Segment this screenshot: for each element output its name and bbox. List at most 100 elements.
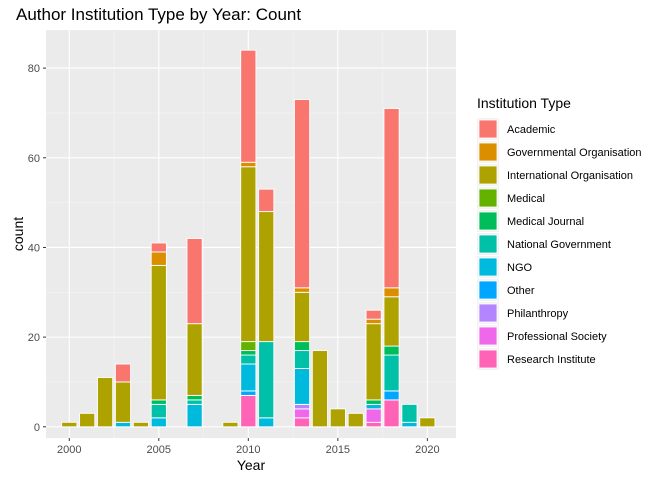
bar-segment-ngo xyxy=(401,421,418,428)
bar-segment-academic xyxy=(383,108,400,289)
bar-segment-national-government xyxy=(186,399,203,405)
x-axis-title: Year xyxy=(237,457,266,473)
bar-segment-ngo xyxy=(114,421,132,428)
bar-stack-2005 xyxy=(150,242,167,428)
legend-label: Research Institute xyxy=(507,354,596,366)
legend-swatch xyxy=(478,349,498,369)
bar-stack-2001 xyxy=(79,412,96,428)
bar-segment-national-government xyxy=(150,403,167,419)
bar-segment-professional-society xyxy=(293,408,311,419)
bar-segment-national-government xyxy=(383,354,400,392)
legend-swatch xyxy=(478,234,498,254)
bar-segment-medical-journal xyxy=(150,399,167,405)
bar-stack-2017 xyxy=(365,309,382,428)
legend-label: Academic xyxy=(507,124,556,136)
bar-segment-international-organisation xyxy=(132,421,149,428)
legend-label: Governmental Organisation xyxy=(507,147,642,159)
bar-stack-2014 xyxy=(311,350,328,428)
bar-segment-international-organisation xyxy=(347,412,364,428)
legend-label: National Government xyxy=(507,239,611,251)
legend-swatch xyxy=(478,119,498,139)
y-tick-label: 40 xyxy=(28,242,40,254)
bar-stack-2013 xyxy=(293,99,311,428)
legend-item-medical: Medical xyxy=(477,187,545,209)
bar-segment-national-government xyxy=(401,403,418,423)
bar-segment-academic xyxy=(365,309,382,320)
legend-swatch xyxy=(478,142,498,162)
bar-segment-international-organisation xyxy=(150,264,167,401)
bar-segment-research-institute xyxy=(240,394,257,428)
legend-swatch xyxy=(478,257,498,277)
y-axis-title: count xyxy=(10,217,26,251)
y-tick-label: 60 xyxy=(28,153,40,165)
y-tick-label: 20 xyxy=(28,332,40,344)
legend-item-research-institute: Research Institute xyxy=(477,348,596,370)
legend-swatch xyxy=(478,188,498,208)
bar-stack-2010 xyxy=(240,49,257,428)
legend-item-ngo: NGO xyxy=(477,256,533,278)
bar-segment-ngo xyxy=(240,363,257,392)
x-tick-label: 2000 xyxy=(57,444,81,456)
bar-segment-governmental-organisation xyxy=(383,287,400,298)
bar-segment-medical xyxy=(240,341,257,352)
legend-item-national-government: National Government xyxy=(477,233,611,255)
bar-segment-ngo xyxy=(293,368,311,405)
bar-segment-international-organisation xyxy=(240,166,257,343)
bar-segment-academic xyxy=(114,363,132,383)
bar-segment-ngo xyxy=(258,417,275,428)
y-tick-label: 0 xyxy=(34,422,40,434)
legend-item-other: Other xyxy=(477,279,535,301)
bar-stack-2003 xyxy=(114,363,132,428)
bar-segment-international-organisation xyxy=(97,377,114,428)
bar-segment-national-government xyxy=(240,354,257,365)
bar-stacks xyxy=(61,49,436,428)
bar-segment-medical-journal xyxy=(186,394,203,401)
legend-swatch xyxy=(478,303,498,323)
bar-segment-governmental-organisation xyxy=(240,161,257,168)
bar-segment-academic xyxy=(150,242,167,253)
bar-segment-international-organisation xyxy=(311,350,328,428)
chart-title: Author Institution Type by Year: Count xyxy=(16,5,301,24)
bar-stack-2015 xyxy=(329,408,346,428)
bar-segment-international-organisation xyxy=(365,323,382,401)
bar-segment-research-institute xyxy=(293,417,311,428)
bar-segment-ngo xyxy=(150,417,167,428)
bar-segment-other xyxy=(383,390,400,401)
y-tick-label: 80 xyxy=(28,63,40,75)
legend-title: Institution Type xyxy=(477,95,571,111)
bar-segment-ngo xyxy=(186,403,203,428)
legend-label: Other xyxy=(507,285,535,297)
bar-segment-academic xyxy=(293,99,311,289)
legend-item-philanthropy: Philanthropy xyxy=(477,302,569,324)
bar-stack-2011 xyxy=(258,188,275,428)
legend-swatch xyxy=(478,165,498,185)
bar-segment-research-institute xyxy=(383,399,400,428)
bar-segment-research-institute xyxy=(365,421,382,428)
bar-segment-other xyxy=(240,390,257,396)
bar-segment-national-government xyxy=(258,341,275,419)
legend: Institution Type Academic Governmental Or… xyxy=(477,95,642,370)
x-tick-label: 2010 xyxy=(236,444,260,456)
bar-segment-governmental-organisation xyxy=(293,287,311,293)
legend-item-academic: Academic xyxy=(477,118,556,140)
bar-segment-international-organisation xyxy=(293,291,311,343)
bar-segment-national-government xyxy=(293,350,311,369)
bar-segment-international-organisation xyxy=(383,296,400,347)
bar-segment-international-organisation xyxy=(79,412,96,428)
x-tick-label: 2015 xyxy=(326,444,350,456)
bar-stack-2004 xyxy=(132,421,149,428)
legend-item-international-organisation: International Organisation xyxy=(477,164,633,186)
legend-label: Medical xyxy=(507,193,545,205)
bar-segment-medical-journal xyxy=(365,399,382,405)
bar-segment-international-organisation xyxy=(329,408,346,428)
bar-segment-international-organisation xyxy=(61,421,78,428)
x-tick-label: 2005 xyxy=(147,444,171,456)
bar-stack-2019 xyxy=(401,403,418,428)
legend-item-medical-journal: Medical Journal xyxy=(477,210,584,232)
bar-segment-international-organisation xyxy=(186,323,203,396)
legend-item-professional-society: Professional Society xyxy=(477,325,607,347)
bar-segment-international-organisation xyxy=(114,381,132,423)
bar-stack-2000 xyxy=(61,421,78,428)
bar-segment-professional-society xyxy=(365,408,382,423)
